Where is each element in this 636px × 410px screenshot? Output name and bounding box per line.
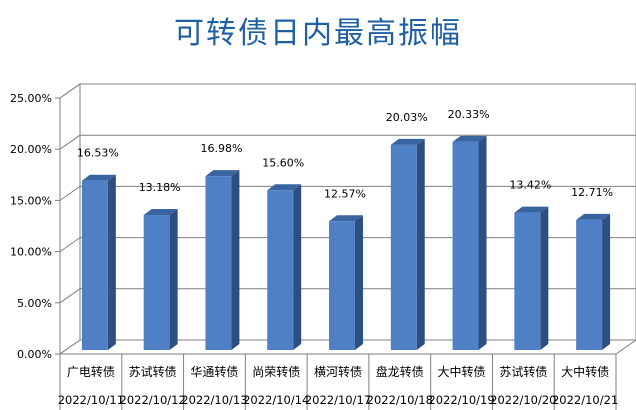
data-label: 13.18% xyxy=(139,181,181,194)
side-wall xyxy=(59,83,81,355)
x-date-label: 2022/10/19 xyxy=(428,393,494,407)
x-category-label: 苏试转债 xyxy=(499,364,547,379)
gridline-side xyxy=(59,288,81,304)
bar xyxy=(329,221,355,350)
y-tick-label: 25.00% xyxy=(10,92,52,105)
chart-title: 可转债日内最高振幅 xyxy=(174,16,462,51)
bar-side xyxy=(293,184,302,350)
data-label: 15.60% xyxy=(262,156,304,169)
x-date-label: 2022/10/13 xyxy=(181,393,247,407)
x-category-label: 华通转债 xyxy=(190,364,238,379)
bar xyxy=(514,212,541,350)
x-date-label: 2022/10/21 xyxy=(552,393,618,407)
x-date-label: 2022/10/11 xyxy=(58,393,124,407)
y-tick-label: 15.00% xyxy=(10,194,52,207)
x-category-label: 盘龙转债 xyxy=(376,364,424,379)
x-category-label: 大中转债 xyxy=(561,364,609,379)
data-label: 20.33% xyxy=(448,108,490,121)
bar-side xyxy=(169,209,178,350)
bar-top xyxy=(576,213,611,220)
data-label: 13.42% xyxy=(509,179,551,192)
bar-side xyxy=(231,170,240,350)
bar-top xyxy=(514,206,549,213)
data-label: 16.53% xyxy=(77,147,119,160)
bar-top xyxy=(329,215,363,222)
bar-side xyxy=(354,215,363,350)
x-category-label: 横河转债 xyxy=(314,364,362,379)
bar-top xyxy=(390,138,425,145)
x-date-label: 2022/10/12 xyxy=(120,393,186,407)
bar-side xyxy=(540,206,549,350)
bar-top xyxy=(81,174,116,181)
bar xyxy=(143,215,170,350)
bar-top xyxy=(452,135,487,142)
gridline-side xyxy=(59,83,81,99)
data-labels: 16.53% 13.18% 16.98% 15.60% 12.57% 20.03% 20.3… xyxy=(77,108,613,200)
bar xyxy=(452,141,479,350)
gridline-side xyxy=(59,237,81,253)
bar xyxy=(267,190,294,350)
x-category-label: 大中转债 xyxy=(438,364,486,379)
gridline-side xyxy=(59,134,81,150)
x-category-label: 广电转债 xyxy=(67,364,115,379)
bar-side xyxy=(478,135,487,350)
x-date-label: 2022/10/17 xyxy=(305,393,371,407)
x-date-label: 2022/10/18 xyxy=(367,393,433,407)
bar-top xyxy=(267,184,302,191)
y-axis-ticks: 0.00% 5.00% 10.00% 15.00% 20.00% 25.00% xyxy=(10,92,52,361)
bar-side xyxy=(107,174,116,350)
bar-side xyxy=(602,213,611,350)
bar xyxy=(81,180,108,350)
bar-top xyxy=(205,170,240,177)
y-tick-label: 10.00% xyxy=(10,246,52,259)
data-label: 20.03% xyxy=(386,111,428,124)
x-date-label: 2022/10/14 xyxy=(243,393,309,407)
x-category-label: 苏试转债 xyxy=(129,364,177,379)
y-tick-label: 0.00% xyxy=(17,348,52,361)
x-axis-categories: 广电转债 2022/10/11 苏试转债 2022/10/12 华通转债 2022/10/… xyxy=(58,364,619,407)
x-date-label: 2022/10/20 xyxy=(490,393,556,407)
x-category-label: 尚荣转债 xyxy=(252,364,300,379)
bar xyxy=(576,219,603,350)
data-label: 16.98% xyxy=(200,142,242,155)
bar-side xyxy=(416,138,425,350)
bar-top xyxy=(143,209,178,216)
bar xyxy=(205,176,232,350)
bar xyxy=(390,144,417,350)
y-tick-label: 5.00% xyxy=(17,297,52,310)
data-label: 12.57% xyxy=(324,187,366,200)
y-tick-label: 20.00% xyxy=(10,143,52,156)
bars xyxy=(81,135,611,350)
gridline-side xyxy=(59,185,81,201)
data-label: 12.71% xyxy=(571,186,613,199)
